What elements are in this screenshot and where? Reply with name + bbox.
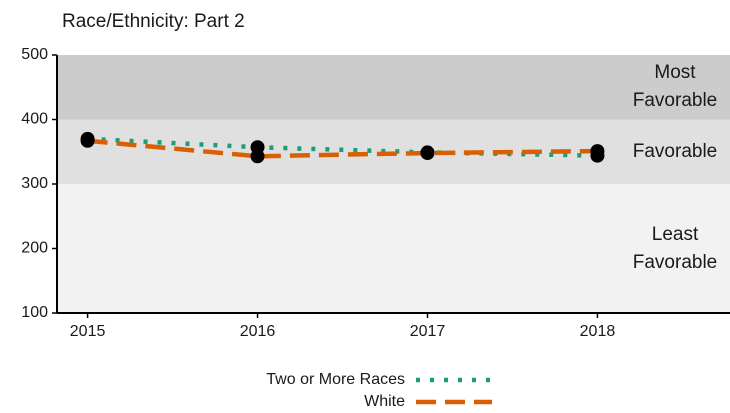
series-line (87, 138, 598, 159)
chart-title: Race/Ethnicity: Part 2 (62, 11, 245, 32)
y-tick-label: 100 (21, 304, 48, 321)
x-tick-label: 2015 (70, 323, 106, 340)
x-tick-label: 2017 (410, 323, 446, 340)
point-marker (590, 144, 605, 159)
point-marker (420, 146, 435, 161)
point-marker (250, 149, 265, 164)
y-tick-label: 400 (21, 111, 48, 128)
band (57, 55, 730, 120)
legend-label: Two or More Races (266, 371, 405, 388)
legend-label: White (364, 393, 405, 410)
y-tick-label: 500 (21, 46, 48, 63)
band-label: Favorable (632, 140, 718, 162)
band-label: Most Favorable (632, 62, 718, 112)
y-tick-label: 300 (21, 175, 48, 192)
y-tick-label: 200 (21, 240, 48, 257)
x-tick-label: 2018 (580, 323, 616, 340)
x-tick-label: 2016 (240, 323, 276, 340)
series-line (87, 136, 598, 158)
point-marker (80, 133, 95, 148)
band-label: Least Favorable (632, 223, 718, 273)
band (57, 184, 730, 313)
